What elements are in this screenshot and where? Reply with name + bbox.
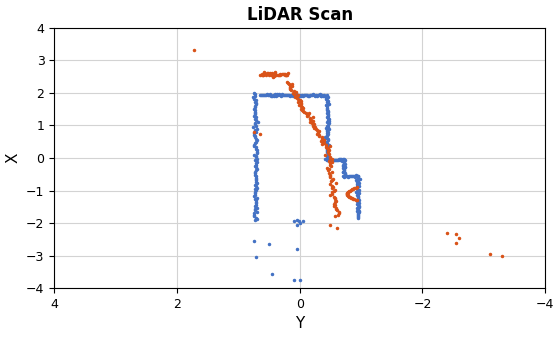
Title: LiDAR Scan: LiDAR Scan (246, 5, 353, 24)
Y-axis label: X: X (6, 153, 21, 163)
X-axis label: Y: Y (295, 316, 304, 332)
